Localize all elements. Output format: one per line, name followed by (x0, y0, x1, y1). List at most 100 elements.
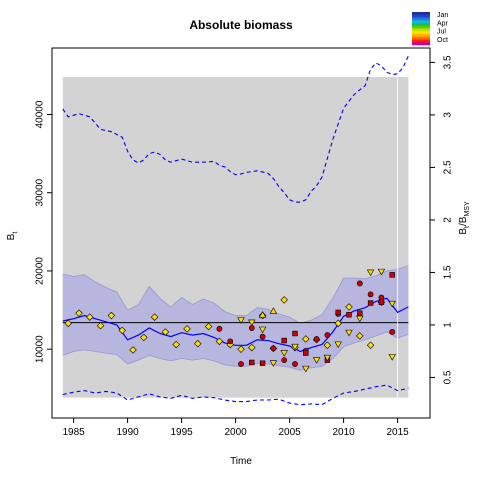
y-tick-label-right: 3.5 (443, 55, 454, 69)
observation-circle (281, 357, 288, 364)
x-tick-label: 1990 (116, 427, 139, 438)
observation-diamond (96, 321, 105, 330)
y-tick-label-right: 2 (443, 217, 454, 223)
observation-circle (292, 361, 298, 367)
x-tick-label: 1995 (170, 427, 193, 438)
axes: 1985 1990 1995 2000 2005 2010 2015100002000030… (35, 47, 454, 438)
observation-diamond (356, 332, 364, 340)
y-tick-label-right: 1.5 (443, 265, 454, 279)
observation-diamond (194, 339, 202, 348)
y-tick-label-right: 1 (443, 322, 454, 328)
observation-square (281, 337, 287, 344)
observation-diamond (183, 325, 191, 333)
observation-triangle-down (345, 329, 353, 337)
observation-diamond (86, 313, 94, 321)
observation-square (357, 310, 363, 316)
observation-circle (248, 325, 255, 331)
legend-month-label: Jul (437, 29, 446, 36)
legend-color-swatch (412, 12, 430, 16)
observation-circle (227, 338, 234, 345)
observation-diamond (64, 319, 72, 328)
legend-color-swatch (412, 42, 430, 46)
y-axis-label-right: Bt/BMSY (458, 201, 471, 235)
observation-square (389, 272, 395, 278)
y-tick-label-right: 3 (443, 112, 454, 118)
observation-diamond (75, 309, 83, 317)
observation-triangle-down (280, 350, 288, 357)
y-tick-label-right: 0.5 (443, 370, 454, 384)
observation-triangle-down (356, 315, 364, 323)
legend-color-swatch (412, 36, 430, 40)
y-tick-label-right: 2.5 (443, 160, 454, 174)
confidence-band-upper-edge (62, 265, 409, 324)
observation-diamond (150, 313, 159, 321)
y-tick-label-left: 40000 (35, 100, 46, 128)
chart-title: Absolute biomass (189, 18, 293, 32)
plot-area (62, 55, 409, 406)
legend-color-swatch (412, 28, 430, 32)
observation-triangle-down (323, 354, 332, 362)
observation-triangle-up (258, 311, 267, 318)
dashed-upper-line (62, 55, 409, 203)
observation-square (303, 350, 309, 356)
legend-color-swatch (412, 23, 430, 27)
observation-triangle-down (248, 319, 256, 327)
x-tick-label: 2015 (386, 427, 409, 438)
legend-color-swatch (412, 25, 430, 29)
observation-triangle-down (269, 360, 278, 367)
observation-circle (389, 329, 396, 335)
observation-circle (378, 294, 385, 301)
plot-frame (51, 47, 431, 419)
observation-triangle-up (269, 307, 278, 314)
observation-square (292, 330, 298, 337)
observation-circle (356, 280, 363, 287)
observation-diamond (215, 337, 224, 346)
observation-diamond (334, 319, 342, 328)
observation-triangle-down (258, 326, 267, 334)
legend-color-swatch (412, 14, 430, 18)
legend-color-swatch (412, 17, 430, 21)
y-tick-label-left: 20000 (35, 257, 46, 285)
x-tick-label: 2010 (332, 427, 355, 438)
observation-diamond (345, 303, 353, 311)
observation-diamond (172, 340, 180, 349)
observation-diamond (366, 341, 375, 349)
observation-circle (238, 361, 244, 367)
observation-diamond (118, 326, 126, 335)
observation-diamond (323, 341, 332, 349)
observation-square (378, 299, 385, 305)
observation-triangle-down (366, 269, 375, 277)
observation-diamond (140, 333, 148, 342)
legend-month-label: Apr (437, 20, 449, 27)
y-axis-label-left-sub: t (12, 232, 19, 234)
legend-month-label: Jan (437, 12, 448, 19)
observation-circle (216, 325, 223, 332)
observation-square (259, 360, 266, 366)
observation-diamond (204, 322, 213, 331)
x-tick-label: 2005 (278, 427, 301, 438)
y-axis-label-right-sub2: MSY (464, 201, 471, 217)
observation-triangle-down (302, 365, 310, 373)
observation-diamond (129, 346, 137, 354)
observation-diamond (226, 340, 234, 349)
observation-diamond (161, 328, 170, 336)
observation-circle (259, 333, 266, 340)
legend-color-swatch (412, 20, 430, 24)
legend-color-swatch (412, 31, 430, 35)
observation-triangle-down (312, 357, 321, 364)
observation-square (346, 312, 352, 318)
y-axis-label-right-sub1: t (464, 226, 471, 228)
observation-triangle-down (377, 268, 386, 276)
y-axis-label-right-sep: /B (458, 216, 469, 226)
confidence-band-lower-edge (62, 331, 409, 371)
observation-triangle-down (388, 300, 396, 308)
observation-diamond (248, 343, 256, 352)
observation-circle (313, 336, 320, 342)
y-tick-label-left: 10000 (35, 335, 46, 363)
observation-circle (367, 291, 374, 298)
observation-square (335, 309, 341, 316)
y-tick-label-left: 30000 (35, 178, 46, 206)
observation-diamond (107, 311, 116, 320)
legend-month-label: Oct (437, 37, 448, 44)
